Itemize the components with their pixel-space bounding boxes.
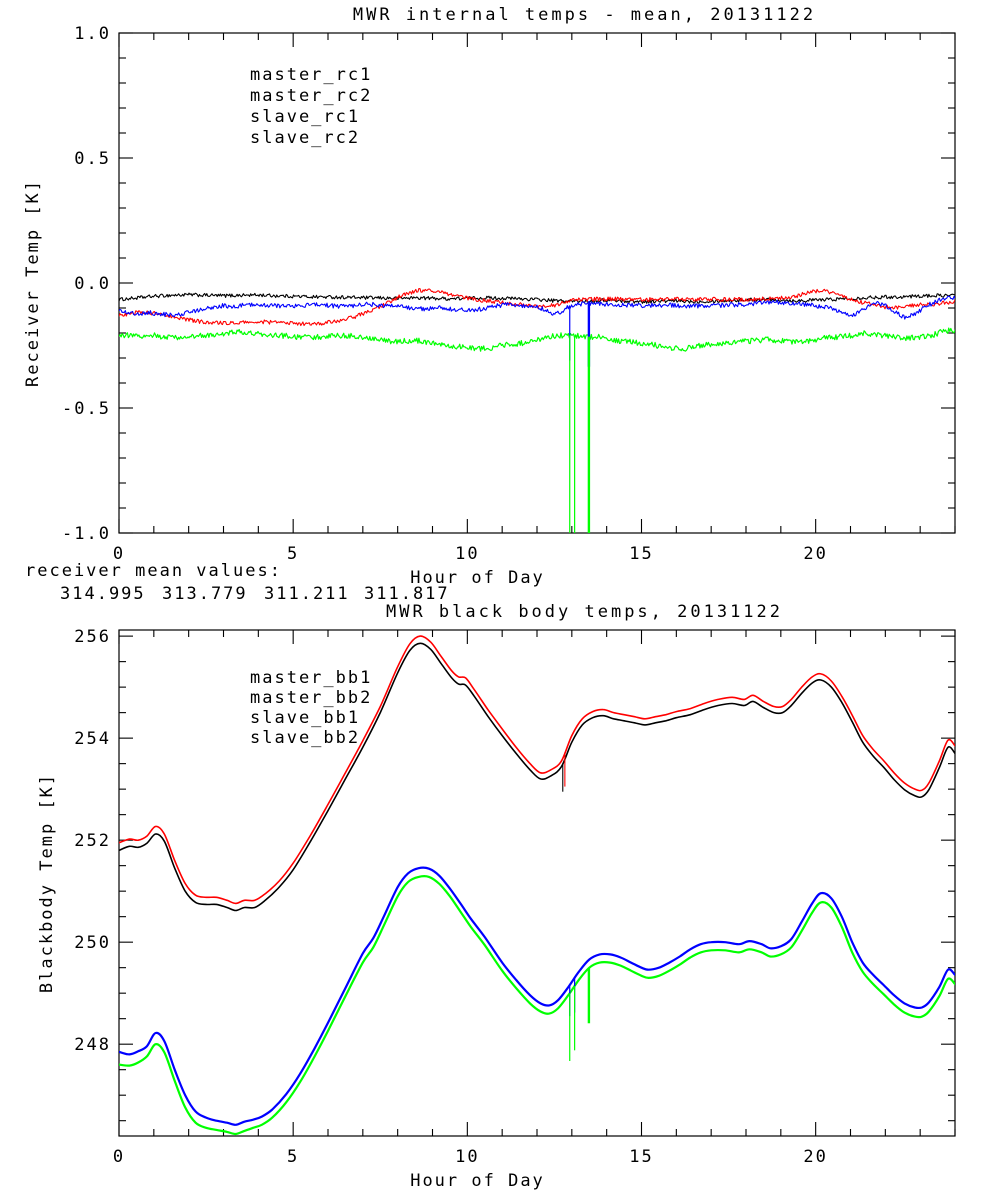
- axis-ticks: [118, 32, 956, 534]
- legend-item-master_bb2: master_bb2: [250, 688, 372, 708]
- legend-item-slave_rc2: slave_rc2: [250, 128, 360, 148]
- x-tick-label: 15: [629, 544, 653, 564]
- receiver-temp-chart: MWR internal temps - mean, 20131122 Hour …: [23, 5, 956, 604]
- x-tick-label: 0: [113, 1147, 125, 1167]
- y-tick-label: 0.5: [74, 149, 111, 169]
- series-master_bb1: [119, 642, 955, 912]
- y-axis-label: Blackbody Temp [K]: [37, 773, 57, 993]
- legend-item-slave_bb1: slave_bb1: [250, 708, 360, 728]
- x-tick-label: 0: [113, 544, 125, 564]
- annotation-label: receiver mean values:: [25, 561, 282, 581]
- mean-value-0: 314.995: [60, 584, 146, 604]
- x-tick-label: 10: [455, 1147, 479, 1167]
- chart-title: MWR internal temps - mean, 20131122: [353, 5, 816, 25]
- x-axis-label: Hour of Day: [410, 568, 545, 588]
- y-tick-label: -0.5: [62, 399, 111, 419]
- x-tick-label: 20: [803, 1147, 827, 1167]
- series-slave_bb1: [119, 866, 955, 1126]
- mean-value-3: 311.817: [364, 584, 450, 604]
- legend-item-master_bb1: master_bb1: [250, 668, 372, 688]
- series-group: [119, 287, 955, 533]
- x-tick-label: 15: [629, 1147, 653, 1167]
- y-tick-label: 252: [74, 831, 111, 851]
- y-tick-label: 1.0: [74, 24, 111, 44]
- series-master_bb2: [119, 635, 955, 905]
- series-slave_bb2: [119, 875, 955, 1136]
- y-tick-label: 0.0: [74, 274, 111, 294]
- legend-item-master_rc2: master_rc2: [250, 86, 372, 106]
- y-tick-label: -1.0: [62, 524, 111, 544]
- series-slave_rc2: [119, 327, 955, 352]
- mean-value-2: 311.211: [264, 584, 350, 604]
- axis-ticks: [118, 630, 956, 1136]
- x-tick-label: 5: [287, 1147, 299, 1167]
- series-slave_rc1: [119, 295, 955, 320]
- y-tick-label: 250: [74, 933, 111, 953]
- series-group: [119, 635, 955, 1136]
- mean-value-1: 313.779: [162, 584, 248, 604]
- series-master_rc1: [119, 292, 955, 304]
- legend-item-slave_bb2: slave_bb2: [250, 728, 360, 748]
- x-tick-label: 10: [455, 544, 479, 564]
- y-axis-label: Receiver Temp [K]: [23, 179, 43, 387]
- legend-item-master_rc1: master_rc1: [250, 65, 372, 85]
- legend-item-slave_rc1: slave_rc1: [250, 107, 360, 127]
- y-tick-label: 254: [74, 729, 111, 749]
- x-axis-label: Hour of Day: [410, 1171, 545, 1191]
- y-tick-label: 248: [74, 1035, 111, 1055]
- x-tick-label: 20: [803, 544, 827, 564]
- x-tick-label: 5: [287, 544, 299, 564]
- blackbody-temp-chart: MWR black body temps, 20131122 Hour of Da…: [37, 602, 956, 1191]
- chart-title: MWR black body temps, 20131122: [386, 602, 783, 622]
- y-tick-label: 256: [74, 627, 111, 647]
